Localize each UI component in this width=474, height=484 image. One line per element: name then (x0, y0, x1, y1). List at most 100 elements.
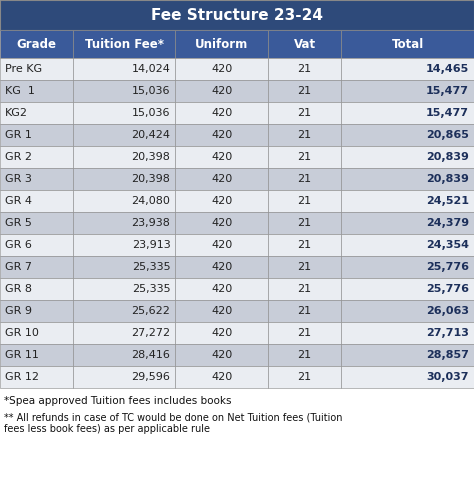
Bar (73, 234, 175, 256)
Text: Tuition Fee*: Tuition Fee* (85, 37, 164, 50)
Bar (0, 30, 73, 58)
Bar (341, 168, 474, 190)
Text: 24,521: 24,521 (426, 196, 469, 206)
Bar (268, 366, 341, 388)
Bar (268, 146, 341, 168)
Text: GR 1: GR 1 (5, 130, 32, 140)
Bar (73, 366, 175, 388)
Bar (73, 124, 175, 146)
Bar (0, 168, 73, 190)
Bar (0, 190, 73, 212)
Bar (0, 388, 474, 484)
Text: GR 4: GR 4 (5, 196, 32, 206)
Text: 420: 420 (211, 306, 232, 316)
Text: 28,416: 28,416 (131, 350, 170, 360)
Text: 21: 21 (298, 284, 311, 294)
Text: 20,865: 20,865 (426, 130, 469, 140)
Bar (268, 30, 341, 58)
Text: 25,335: 25,335 (132, 284, 170, 294)
Text: 420: 420 (211, 108, 232, 118)
Text: 420: 420 (211, 86, 232, 96)
Text: 25,776: 25,776 (426, 262, 469, 272)
Bar (341, 190, 474, 212)
Bar (268, 58, 341, 80)
Text: GR 8: GR 8 (5, 284, 32, 294)
Text: Uniform: Uniform (195, 37, 248, 50)
Text: GR 5: GR 5 (5, 218, 32, 228)
Text: KG  1: KG 1 (5, 86, 35, 96)
Text: GR 6: GR 6 (5, 240, 32, 250)
Text: 15,036: 15,036 (132, 108, 170, 118)
Text: Total: Total (392, 37, 424, 50)
Text: GR 12: GR 12 (5, 372, 39, 382)
Text: 23,938: 23,938 (131, 218, 170, 228)
Text: 24,354: 24,354 (426, 240, 469, 250)
Bar (175, 168, 268, 190)
Text: 420: 420 (211, 174, 232, 184)
Text: 25,776: 25,776 (426, 284, 469, 294)
Bar (73, 146, 175, 168)
Bar (0, 80, 73, 102)
Bar (73, 256, 175, 278)
Bar (73, 190, 175, 212)
Bar (0, 234, 73, 256)
Text: 20,424: 20,424 (131, 130, 170, 140)
Text: 25,335: 25,335 (132, 262, 170, 272)
Text: 21: 21 (298, 218, 311, 228)
Bar (0, 58, 73, 80)
Text: 28,857: 28,857 (426, 350, 469, 360)
Text: 21: 21 (298, 262, 311, 272)
Bar (175, 124, 268, 146)
Bar (341, 124, 474, 146)
Text: 20,398: 20,398 (131, 174, 170, 184)
Text: KG2: KG2 (5, 108, 28, 118)
Text: 27,272: 27,272 (131, 328, 170, 338)
Text: 420: 420 (211, 152, 232, 162)
Text: 420: 420 (211, 240, 232, 250)
Bar (0, 366, 73, 388)
Bar (268, 168, 341, 190)
Text: 20,398: 20,398 (131, 152, 170, 162)
Text: ** All refunds in case of TC would be done on Net Tuition fees (Tuition
fees les: ** All refunds in case of TC would be do… (4, 412, 343, 434)
Text: GR 10: GR 10 (5, 328, 39, 338)
Bar (175, 102, 268, 124)
Bar (268, 300, 341, 322)
Bar (175, 366, 268, 388)
Text: 21: 21 (298, 86, 311, 96)
Bar (0, 146, 73, 168)
Text: 420: 420 (211, 284, 232, 294)
Text: GR 11: GR 11 (5, 350, 39, 360)
Text: 23,913: 23,913 (132, 240, 170, 250)
Text: 21: 21 (298, 196, 311, 206)
Bar (341, 344, 474, 366)
Text: 420: 420 (211, 64, 232, 74)
Bar (175, 80, 268, 102)
Bar (268, 234, 341, 256)
Text: 26,063: 26,063 (426, 306, 469, 316)
Bar (175, 30, 268, 58)
Bar (73, 322, 175, 344)
Bar (341, 146, 474, 168)
Text: 27,713: 27,713 (426, 328, 469, 338)
Text: 30,037: 30,037 (427, 372, 469, 382)
Text: GR 7: GR 7 (5, 262, 32, 272)
Text: GR 3: GR 3 (5, 174, 32, 184)
Text: 14,465: 14,465 (426, 64, 469, 74)
Text: 21: 21 (298, 130, 311, 140)
Bar (341, 80, 474, 102)
Text: 15,477: 15,477 (426, 86, 469, 96)
Bar (341, 300, 474, 322)
Bar (268, 80, 341, 102)
Text: 420: 420 (211, 350, 232, 360)
Bar (0, 102, 73, 124)
Text: GR 2: GR 2 (5, 152, 32, 162)
Text: 15,036: 15,036 (132, 86, 170, 96)
Bar (175, 256, 268, 278)
Text: GR 9: GR 9 (5, 306, 32, 316)
Bar (268, 102, 341, 124)
Bar (341, 58, 474, 80)
Bar (341, 256, 474, 278)
Bar (341, 366, 474, 388)
Bar (175, 300, 268, 322)
Bar (73, 300, 175, 322)
